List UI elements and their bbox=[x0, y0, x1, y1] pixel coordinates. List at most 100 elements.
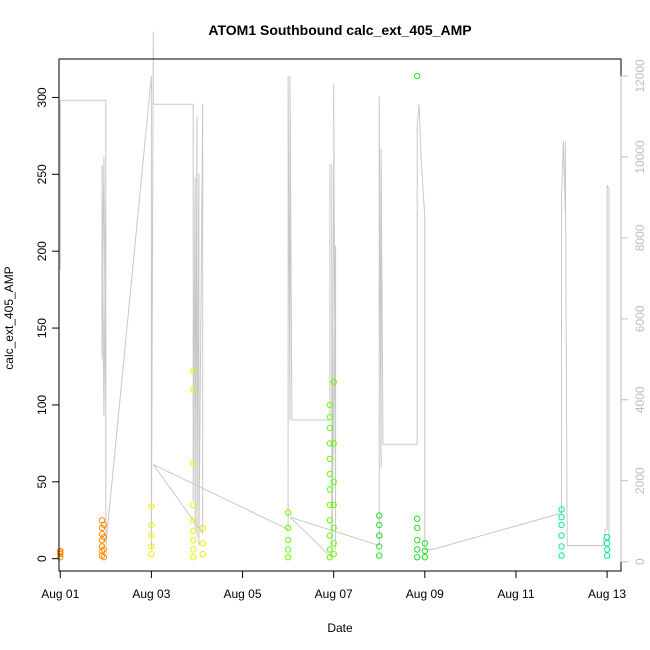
data-point bbox=[414, 72, 421, 80]
grey-line-series bbox=[59, 31, 610, 559]
data-point bbox=[330, 378, 337, 386]
data-point bbox=[330, 478, 337, 485]
data-point bbox=[190, 501, 197, 509]
data-point bbox=[326, 486, 334, 493]
x-tick-label: Aug 11 bbox=[497, 587, 534, 601]
data-point bbox=[326, 546, 334, 553]
x-tick-label: Aug 09 bbox=[406, 587, 444, 601]
data-point bbox=[98, 543, 106, 550]
data-point bbox=[326, 517, 334, 524]
data-point bbox=[414, 515, 421, 522]
data-point bbox=[57, 549, 64, 556]
data-point bbox=[376, 521, 383, 529]
points-layer bbox=[57, 72, 611, 561]
line-series-layer bbox=[59, 31, 610, 559]
data-point bbox=[190, 546, 197, 553]
data-point bbox=[326, 401, 334, 409]
data-point bbox=[376, 552, 383, 559]
data-point bbox=[414, 546, 421, 553]
y2-tick-label: 10000 bbox=[633, 140, 647, 174]
x-tick-label: Aug 05 bbox=[224, 587, 262, 601]
data-point bbox=[199, 550, 206, 558]
data-point bbox=[190, 386, 197, 393]
data-point bbox=[326, 440, 334, 447]
data-point bbox=[190, 527, 197, 535]
y-tick-label: 50 bbox=[35, 475, 49, 489]
data-point bbox=[603, 540, 611, 547]
data-point bbox=[326, 455, 334, 462]
data-point bbox=[100, 546, 108, 553]
data-point bbox=[558, 543, 565, 550]
data-point bbox=[98, 547, 106, 555]
data-point bbox=[148, 532, 155, 539]
data-point bbox=[603, 546, 611, 553]
x-axis-label: Date bbox=[327, 621, 353, 635]
data-point bbox=[558, 506, 565, 513]
data-point bbox=[284, 554, 292, 561]
data-point bbox=[330, 440, 337, 447]
y2-tick-label: 4000 bbox=[633, 386, 647, 413]
data-point bbox=[558, 521, 565, 529]
data-point bbox=[330, 550, 337, 558]
data-point bbox=[326, 470, 334, 478]
chart-title: ATOM1 Southbound calc_ext_405_AMP bbox=[208, 22, 471, 38]
data-point bbox=[190, 517, 197, 524]
y2-tick-label: 6000 bbox=[633, 305, 647, 332]
y-tick-label: 100 bbox=[35, 395, 49, 415]
data-point bbox=[414, 554, 421, 561]
point-group-4 bbox=[376, 72, 428, 561]
y-tick-label: 250 bbox=[35, 164, 49, 184]
x-tick-label: Aug 03 bbox=[132, 587, 170, 601]
data-point bbox=[190, 367, 197, 375]
data-point bbox=[190, 554, 197, 561]
point-group-2 bbox=[148, 367, 206, 561]
data-point bbox=[558, 552, 565, 559]
data-point bbox=[190, 460, 197, 467]
y2-tick-label: 8000 bbox=[633, 224, 647, 251]
axes-layer: Aug 01 Aug 03 Aug 05 Aug 07 Aug 09 Aug 11 Aug … bbox=[35, 59, 647, 601]
data-point bbox=[326, 501, 334, 509]
data-point bbox=[421, 540, 428, 547]
data-point bbox=[284, 537, 292, 544]
y-tick-label: 200 bbox=[35, 241, 49, 261]
data-point bbox=[558, 514, 565, 521]
data-point bbox=[148, 503, 155, 510]
x-tick-label: Aug 07 bbox=[315, 587, 353, 601]
data-point bbox=[148, 550, 155, 558]
data-point bbox=[558, 532, 565, 539]
data-point bbox=[284, 509, 292, 516]
data-point bbox=[284, 524, 292, 532]
data-point bbox=[330, 524, 337, 532]
y-tick-label: 0 bbox=[35, 555, 49, 562]
data-point bbox=[326, 424, 334, 432]
data-point bbox=[190, 537, 197, 544]
data-point bbox=[414, 537, 421, 544]
data-point bbox=[284, 546, 292, 553]
point-group-3 bbox=[284, 378, 337, 561]
data-point bbox=[98, 552, 106, 559]
data-point bbox=[603, 552, 611, 559]
data-point bbox=[98, 530, 106, 538]
x-tick-label: Aug 13 bbox=[588, 587, 626, 601]
y2-tick-label: 2000 bbox=[633, 467, 647, 494]
data-point bbox=[330, 501, 337, 509]
point-group-1 bbox=[57, 517, 108, 561]
data-point bbox=[421, 554, 428, 561]
data-point bbox=[603, 534, 611, 541]
data-point bbox=[100, 534, 108, 541]
point-group-5 bbox=[558, 506, 611, 559]
y-axis-label: calc_ext_405_AMP bbox=[2, 266, 16, 369]
y-tick-label: 150 bbox=[35, 318, 49, 338]
y2-tick-label: 12000 bbox=[633, 59, 647, 93]
data-point bbox=[57, 554, 64, 561]
data-point bbox=[100, 554, 108, 561]
data-point bbox=[100, 521, 108, 529]
data-point bbox=[376, 543, 383, 550]
data-point bbox=[199, 540, 206, 547]
data-point bbox=[330, 540, 337, 547]
data-point bbox=[326, 414, 334, 421]
data-point bbox=[148, 543, 155, 550]
data-point bbox=[199, 524, 206, 532]
